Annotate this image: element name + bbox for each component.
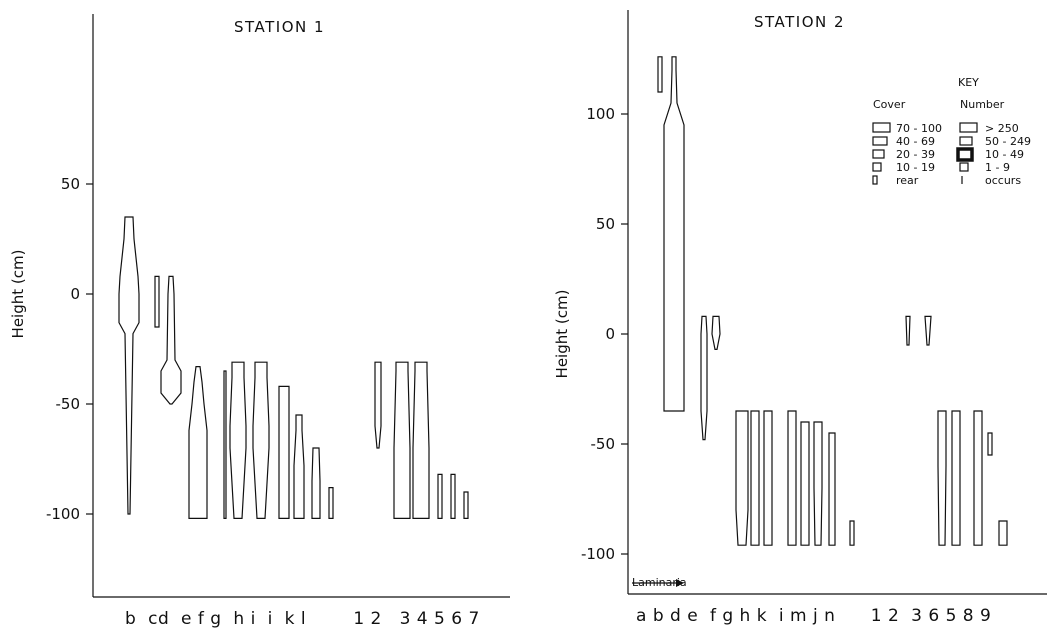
- key-number-swatch-bold: [956, 147, 974, 162]
- station-2-panel: STATION 2 100 50 0 -50 -100 Height (cm) …: [553, 10, 1047, 626]
- station-1-species-labels: b cd e f g h i i k l 1 2 3 4 5 6 7: [125, 609, 480, 629]
- kite-species-h: [252, 361, 270, 520]
- station-2-title: STATION 2: [754, 13, 845, 31]
- kite-species-e: [711, 315, 721, 350]
- key-number-swatch: [959, 122, 978, 133]
- key-number-row: > 250: [985, 122, 1019, 135]
- station-1-panel: STATION 1 50 0 -50 -100 Height (cm) b cd…: [9, 14, 510, 629]
- kite-species-g: [750, 410, 760, 546]
- station-2-species-labels: a b d e f g h k i m j n 1 2 3 6 5 8 9: [636, 606, 991, 626]
- kite-species-3: [412, 361, 430, 520]
- kite-species-2: [924, 315, 932, 346]
- key-cover-swatch: [872, 136, 888, 146]
- key-title: KEY: [958, 76, 979, 89]
- kite-species-5: [450, 473, 456, 520]
- kite-species-j: [828, 432, 836, 546]
- kite-species-1: [374, 361, 382, 449]
- kite-species-c: [154, 275, 160, 328]
- kite-species-5: [973, 410, 983, 546]
- kite-species-i: [293, 414, 305, 520]
- kite-species-6: [463, 491, 469, 520]
- station-2-tick-label: -50: [591, 435, 616, 453]
- key-number-swatch: [959, 136, 973, 146]
- station-1-title: STATION 1: [234, 18, 325, 36]
- station-1-y-axis-label: Height (cm): [9, 250, 27, 339]
- kite-species-d: [160, 275, 182, 405]
- kite-species-9: [998, 520, 1008, 546]
- kite-species-4: [437, 473, 443, 520]
- station-2-tick-label: 50: [596, 215, 615, 233]
- kite-species-6: [951, 410, 961, 546]
- kite-species-m: [813, 421, 823, 546]
- kite-species-1: [905, 315, 911, 346]
- key-number-header: Number: [960, 98, 1005, 111]
- key-number-swatch: [959, 162, 969, 172]
- key-number-row: occurs: [985, 174, 1021, 187]
- kite-species-i: [800, 421, 810, 546]
- key-number-row: 1 - 9: [985, 161, 1010, 174]
- key-cover-swatch: [872, 122, 891, 133]
- station-2-y-axis-label: Height (cm): [553, 290, 571, 379]
- key-cover-swatch: [872, 175, 878, 185]
- kite-species-b: [118, 216, 140, 515]
- kite-species-b: [663, 56, 685, 412]
- station-2-kites: [657, 56, 1008, 546]
- station-2-tick-label: 100: [586, 105, 615, 123]
- station-1-tick-label: -100: [46, 505, 80, 523]
- kite-species-h: [763, 410, 773, 546]
- station-1-kites: [118, 216, 469, 520]
- kite-species-a: [657, 56, 663, 93]
- key-cover-row: 20 - 39: [896, 148, 935, 161]
- laminaria-arrowhead: [676, 579, 684, 587]
- kite-species-d: [700, 315, 708, 441]
- key-cover-header: Cover: [873, 98, 906, 111]
- station-2-tick-label: -100: [581, 545, 615, 563]
- kite-species-3: [937, 410, 947, 546]
- kite-species-2: [393, 361, 411, 520]
- key-cover-row: 10 - 19: [896, 161, 935, 174]
- station-2-tick-label: 0: [605, 325, 615, 343]
- kite-species-f: [735, 410, 749, 546]
- key-cover-swatch: [872, 149, 885, 159]
- kite-species-e: [188, 366, 208, 520]
- key-number-row: 50 - 249: [985, 135, 1031, 148]
- kite-species-i: [278, 385, 290, 520]
- kite-species-8: [987, 432, 993, 456]
- kite-species-g: [229, 361, 247, 520]
- key-number-row: 10 - 49: [985, 148, 1024, 161]
- key-cover-row: 40 - 69: [896, 135, 935, 148]
- key-cover-row: rear: [896, 174, 919, 187]
- key-cover-row: 70 - 100: [896, 122, 942, 135]
- kite-species-l: [328, 487, 334, 520]
- kite-species-k: [787, 410, 797, 546]
- station-1-tick-label: 0: [70, 285, 80, 303]
- station-1-tick-label: -50: [56, 395, 81, 413]
- kite-species-n: [849, 520, 855, 546]
- key-cover-swatch: [872, 162, 882, 172]
- kite-species-f: [223, 370, 227, 520]
- station-1-tick-label: 50: [61, 175, 80, 193]
- legend-key: KEY Cover Number 70 - 100 40 - 69 20 - 3…: [872, 76, 1031, 187]
- kite-species-k: [311, 447, 321, 520]
